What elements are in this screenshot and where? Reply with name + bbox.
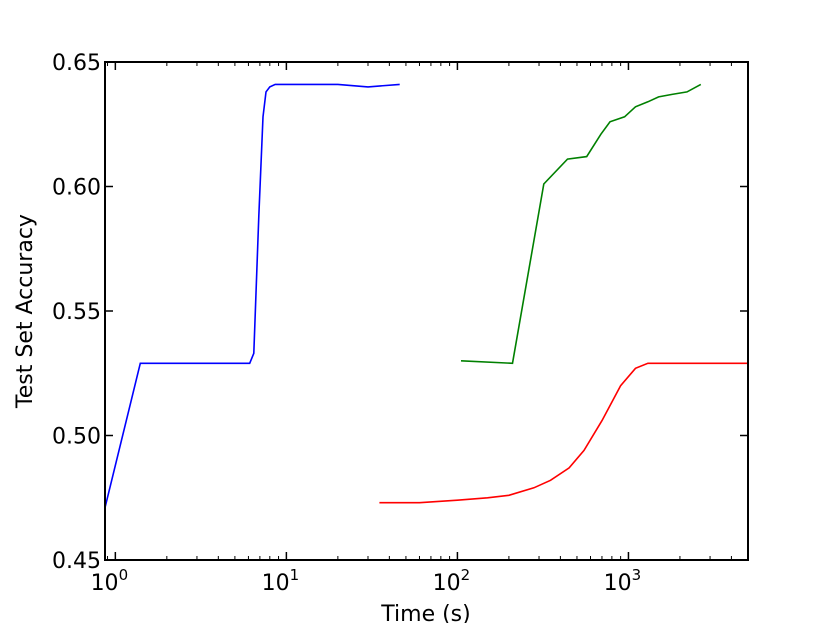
plot-background (105, 62, 748, 560)
x-tick-label-2: 102 (433, 566, 471, 596)
x-tick-label-0: 100 (91, 566, 129, 596)
y-tick-label-1: 0.50 (52, 425, 101, 450)
y-axis-label: Test Set Accuracy (13, 214, 38, 409)
series-line-0 (104, 83, 400, 508)
y-tick-label-2: 0.55 (52, 300, 101, 325)
series-line-1 (460, 83, 702, 365)
series-layer (104, 83, 748, 508)
ticks-layer: 0.45 0.50 0.55 0.60 0.65 100 101 102 103 (52, 51, 748, 596)
y-tick-label-4: 0.65 (52, 51, 101, 76)
y-tick-label-0: 0.45 (52, 549, 101, 574)
y-tick-label-3: 0.60 (52, 176, 101, 201)
series-line-2 (379, 362, 748, 504)
x-axis-label: Time (s) (380, 602, 470, 623)
x-tick-label-1: 101 (262, 566, 300, 596)
x-tick-label-3: 103 (604, 566, 642, 596)
